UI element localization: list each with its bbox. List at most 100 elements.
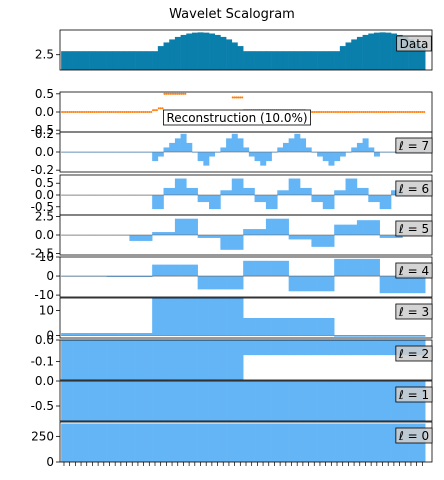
coef-bar: [288, 318, 295, 336]
data-bar: [300, 51, 307, 70]
recon-point: [419, 110, 422, 114]
coef-bar: [243, 187, 250, 195]
coef-bar: [191, 340, 198, 380]
coef-bar: [408, 335, 415, 337]
recon-point: [110, 110, 113, 114]
recon-point: [337, 110, 340, 114]
y-tick-label: -0.5: [31, 200, 54, 214]
coef-bar: [214, 340, 221, 380]
coef-bar: [118, 381, 125, 421]
data-bar: [220, 36, 227, 70]
coef-bar: [118, 423, 125, 462]
data-bar: [288, 51, 295, 70]
coef-bar: [174, 218, 181, 235]
coef-bar: [362, 335, 369, 337]
recon-point: [159, 107, 162, 110]
recon-point: [153, 109, 157, 112]
recon-point: [131, 110, 134, 114]
coef-bar: [362, 187, 369, 195]
coef-bar: [356, 258, 363, 277]
y-tick-label: -0.2: [31, 163, 54, 177]
coef-bar: [129, 235, 136, 241]
coef-bar: [368, 258, 375, 277]
coef-bar: [214, 298, 221, 336]
recon-point: [142, 110, 145, 114]
coef-bar: [209, 298, 216, 336]
coef-bar: [191, 218, 198, 235]
data-bar: [248, 51, 255, 70]
coef-bar: [203, 298, 210, 336]
coef-bar: [209, 195, 216, 210]
y-tick-label: 0.5: [35, 176, 54, 190]
panel-label: ℓ = 2: [398, 347, 429, 361]
recon-point: [394, 110, 397, 114]
data-bar: [305, 51, 312, 70]
coef-bar: [220, 423, 227, 462]
coef-bar: [231, 381, 238, 421]
coef-bar: [100, 276, 107, 277]
coef-bar: [237, 381, 244, 421]
y-tick-label: 2.5: [35, 209, 54, 223]
data-bar: [231, 42, 238, 70]
coef-bar: [385, 423, 392, 462]
coef-bar: [351, 381, 358, 421]
recon-point: [161, 107, 164, 110]
recon-point: [125, 110, 128, 114]
coef-bar: [254, 381, 261, 421]
coef-bar: [334, 340, 341, 356]
coef-bar: [157, 152, 164, 157]
coef-bar: [282, 142, 289, 152]
coef-bar: [89, 423, 96, 462]
data-bar: [203, 32, 210, 70]
coef-bar: [402, 276, 409, 294]
y-tick-label: 0.0: [35, 228, 54, 242]
coef-bar: [89, 340, 96, 380]
data-bar: [294, 51, 301, 70]
panel-label-box: [395, 303, 433, 320]
recon-point: [102, 110, 105, 114]
recon-point: [97, 110, 100, 114]
coef-bar: [174, 423, 181, 462]
y-tick-label: 2.5: [35, 48, 54, 62]
coef-bar: [305, 340, 312, 356]
recon-point: [400, 110, 403, 114]
recon-point: [373, 110, 376, 114]
coef-bar: [311, 318, 318, 336]
coef-bar: [265, 340, 272, 356]
recon-point: [318, 110, 321, 114]
coef-bar: [152, 232, 159, 235]
coef-bar: [413, 335, 420, 337]
data-bar: [277, 51, 284, 70]
y-tick-label: 10: [39, 250, 54, 264]
coef-bar: [231, 133, 238, 152]
recon-point: [144, 110, 147, 114]
panel-label: ℓ = 4: [398, 264, 429, 278]
recon-point: [68, 110, 71, 114]
data-bar: [226, 39, 233, 70]
coef-bar: [317, 423, 324, 462]
recon-point: [366, 110, 369, 114]
data-bar: [118, 51, 125, 70]
coef-bar: [248, 423, 255, 462]
coef-bar: [391, 235, 398, 238]
data-bar: [351, 39, 358, 70]
recon-point: [326, 110, 329, 114]
coef-bar: [78, 423, 85, 462]
data-bar: [402, 36, 409, 70]
coef-bar: [379, 340, 386, 356]
coef-bar: [186, 298, 193, 336]
coef-bar: [135, 340, 142, 380]
coef-bar: [112, 423, 119, 462]
coef-bar: [248, 229, 255, 235]
coef-bar: [220, 340, 227, 380]
recon-point: [178, 92, 181, 95]
coef-bar: [265, 260, 272, 277]
recon-point: [390, 110, 394, 114]
data-bar: [322, 51, 329, 70]
coef-bar: [322, 195, 329, 210]
coef-bar: [140, 423, 147, 462]
panel-l5: -2.5 0.0 2.5 ℓ = 5: [31, 209, 433, 261]
coef-bar: [226, 276, 233, 290]
coef-bar: [379, 276, 386, 294]
coef-bar: [209, 152, 216, 157]
